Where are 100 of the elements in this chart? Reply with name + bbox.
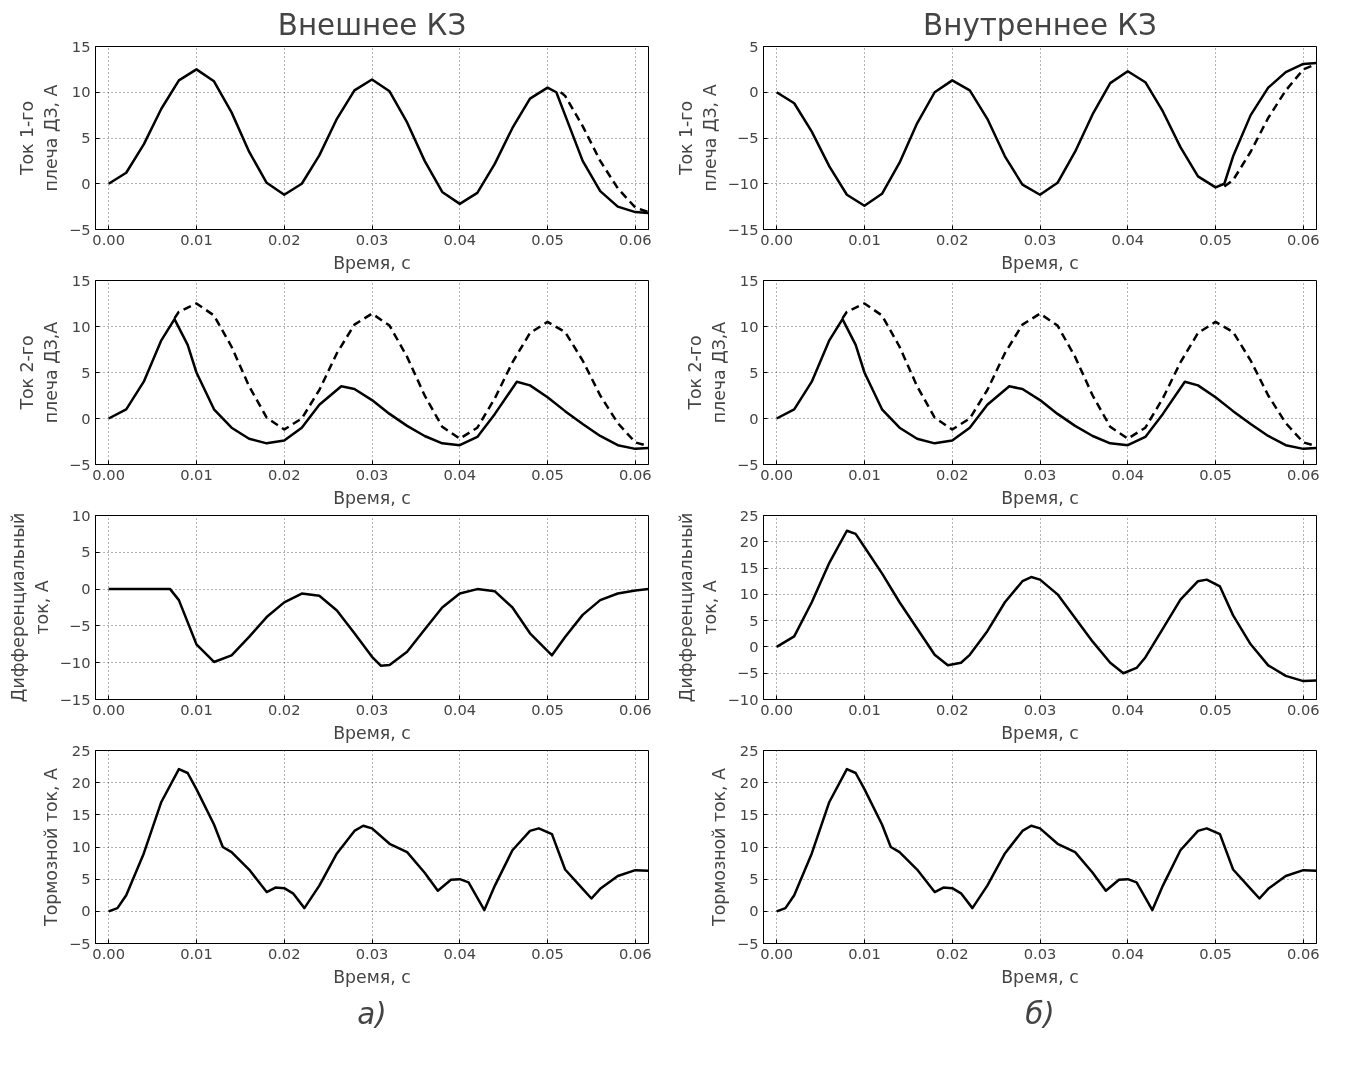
- x-tick-label: 0.00: [92, 700, 125, 718]
- x-axis-title: Время, с: [1001, 966, 1079, 987]
- chart-title: Внутреннее КЗ: [923, 7, 1157, 42]
- y-tick-label: 25: [71, 741, 91, 759]
- y-tick-label: 20: [739, 532, 759, 550]
- x-tick-label: 0.03: [355, 944, 389, 962]
- y-tick-label: 15: [71, 37, 91, 55]
- y-tick-label: −10: [727, 174, 759, 192]
- x-tick-label: 0.00: [760, 465, 793, 483]
- y-tick-label: 5: [81, 543, 91, 561]
- y-tick-label: 5: [749, 611, 759, 629]
- x-tick-label: 0.01: [848, 944, 881, 962]
- x-tick-label: 0.03: [1023, 230, 1057, 248]
- x-tick-label: 0.01: [180, 465, 213, 483]
- x-tick-label: 0.04: [1111, 700, 1145, 718]
- x-tick-label: 0.04: [443, 944, 477, 962]
- x-tick-label: 0.01: [848, 465, 881, 483]
- y-tick-label: 5: [749, 37, 759, 55]
- y-tick-label: 5: [749, 363, 759, 381]
- y-tick-label: 0: [749, 409, 759, 427]
- y-tick-label: −10: [727, 690, 759, 708]
- x-tick-label: 0.02: [935, 944, 969, 962]
- x-tick-label: 0.03: [1023, 465, 1057, 483]
- y-tick-label: 15: [739, 271, 759, 289]
- x-tick-label: 0.02: [267, 944, 301, 962]
- y-tick-label: −5: [68, 220, 91, 238]
- y-axis-title: Дифференциальный ток, А: [675, 512, 720, 703]
- y-tick-label: 25: [739, 506, 759, 524]
- y-tick-label: 10: [71, 317, 91, 335]
- x-tick-label: 0.02: [267, 230, 301, 248]
- x-tick-label: 0.00: [760, 700, 793, 718]
- y-tick-label: −5: [736, 664, 759, 682]
- y-tick-label: 10: [71, 838, 91, 855]
- x-tick-label: 0.03: [1023, 700, 1057, 718]
- x-axis-title: Время, с: [333, 252, 411, 273]
- text: а): [357, 996, 387, 1031]
- x-tick-label: 0.02: [267, 465, 301, 483]
- y-tick-label: 5: [81, 363, 91, 381]
- x-tick-label: 0.04: [443, 700, 477, 718]
- y-axis-title: Дифференциальный ток, А: [7, 512, 52, 703]
- y-axis-title: Тормозной ток, А: [708, 767, 729, 927]
- chart-title: Внешнее КЗ: [277, 7, 467, 42]
- y-tick-label: 10: [739, 838, 759, 855]
- y-tick-label: −5: [736, 455, 759, 473]
- y-tick-label: −5: [736, 934, 759, 952]
- y-axis-title: Тормозной ток, А: [40, 767, 61, 927]
- y-tick-label: −10: [59, 653, 91, 671]
- x-tick-label: 0.03: [355, 465, 389, 483]
- x-tick-label: 0.06: [619, 700, 652, 718]
- y-tick-label: 0: [81, 902, 91, 920]
- x-tick-label: 0.05: [1199, 700, 1232, 718]
- y-axis-title: Ток 2-го плеча ДЗ,А: [684, 321, 729, 424]
- y-tick-label: 0: [749, 637, 759, 655]
- x-axis-title: Время, с: [333, 487, 411, 508]
- x-axis-title: Время, с: [333, 966, 411, 987]
- x-tick-label: 0.01: [180, 700, 213, 718]
- x-tick-label: 0.06: [619, 944, 652, 962]
- x-tick-label: 0.05: [531, 944, 564, 962]
- x-tick-label: 0.03: [355, 230, 389, 248]
- x-axis-title: Время, с: [1001, 722, 1079, 743]
- y-tick-label: 20: [739, 773, 759, 791]
- y-tick-label: 0: [81, 580, 91, 598]
- y-tick-label: 15: [739, 805, 759, 823]
- x-tick-label: 0.02: [935, 700, 969, 718]
- x-tick-label: 0.00: [92, 944, 125, 962]
- x-tick-label: 0.04: [443, 465, 477, 483]
- x-tick-label: 0.03: [1023, 944, 1057, 962]
- x-tick-label: 0.02: [267, 700, 301, 718]
- y-tick-label: 20: [71, 773, 91, 791]
- x-tick-label: 0.05: [1199, 465, 1232, 483]
- y-tick-label: 15: [71, 271, 91, 289]
- y-tick-label: 15: [739, 559, 759, 577]
- x-tick-label: 0.05: [1199, 944, 1232, 962]
- y-tick-label: −5: [68, 616, 91, 634]
- y-tick-label: −5: [68, 934, 91, 952]
- x-tick-label: 0.04: [1111, 944, 1145, 962]
- x-axis-title: Время, с: [333, 722, 411, 743]
- x-tick-label: 0.06: [619, 230, 652, 248]
- y-tick-label: −15: [59, 690, 91, 708]
- text: б): [1025, 996, 1055, 1031]
- x-tick-label: 0.05: [531, 465, 564, 483]
- y-tick-label: 5: [81, 129, 91, 146]
- y-tick-label: 10: [71, 83, 91, 101]
- y-tick-label: 10: [739, 585, 759, 603]
- y-tick-label: 5: [749, 870, 759, 888]
- x-tick-label: 0.05: [531, 700, 564, 718]
- x-axis-title: Время, с: [1001, 252, 1079, 273]
- y-tick-label: 10: [71, 506, 91, 524]
- x-tick-label: 0.04: [443, 230, 477, 248]
- x-tick-label: 0.05: [531, 230, 564, 248]
- y-axis-title: Ток 2-го плеча ДЗ,А: [16, 321, 61, 424]
- x-tick-label: 0.06: [1287, 465, 1320, 483]
- x-tick-label: 0.00: [760, 944, 793, 962]
- y-tick-label: 0: [81, 174, 91, 192]
- x-tick-label: 0.01: [848, 230, 881, 248]
- x-tick-label: 0.02: [935, 230, 969, 248]
- y-tick-label: 5: [81, 870, 91, 888]
- y-tick-label: −5: [736, 129, 759, 146]
- y-tick-label: 0: [81, 409, 91, 427]
- y-tick-label: 15: [71, 805, 91, 823]
